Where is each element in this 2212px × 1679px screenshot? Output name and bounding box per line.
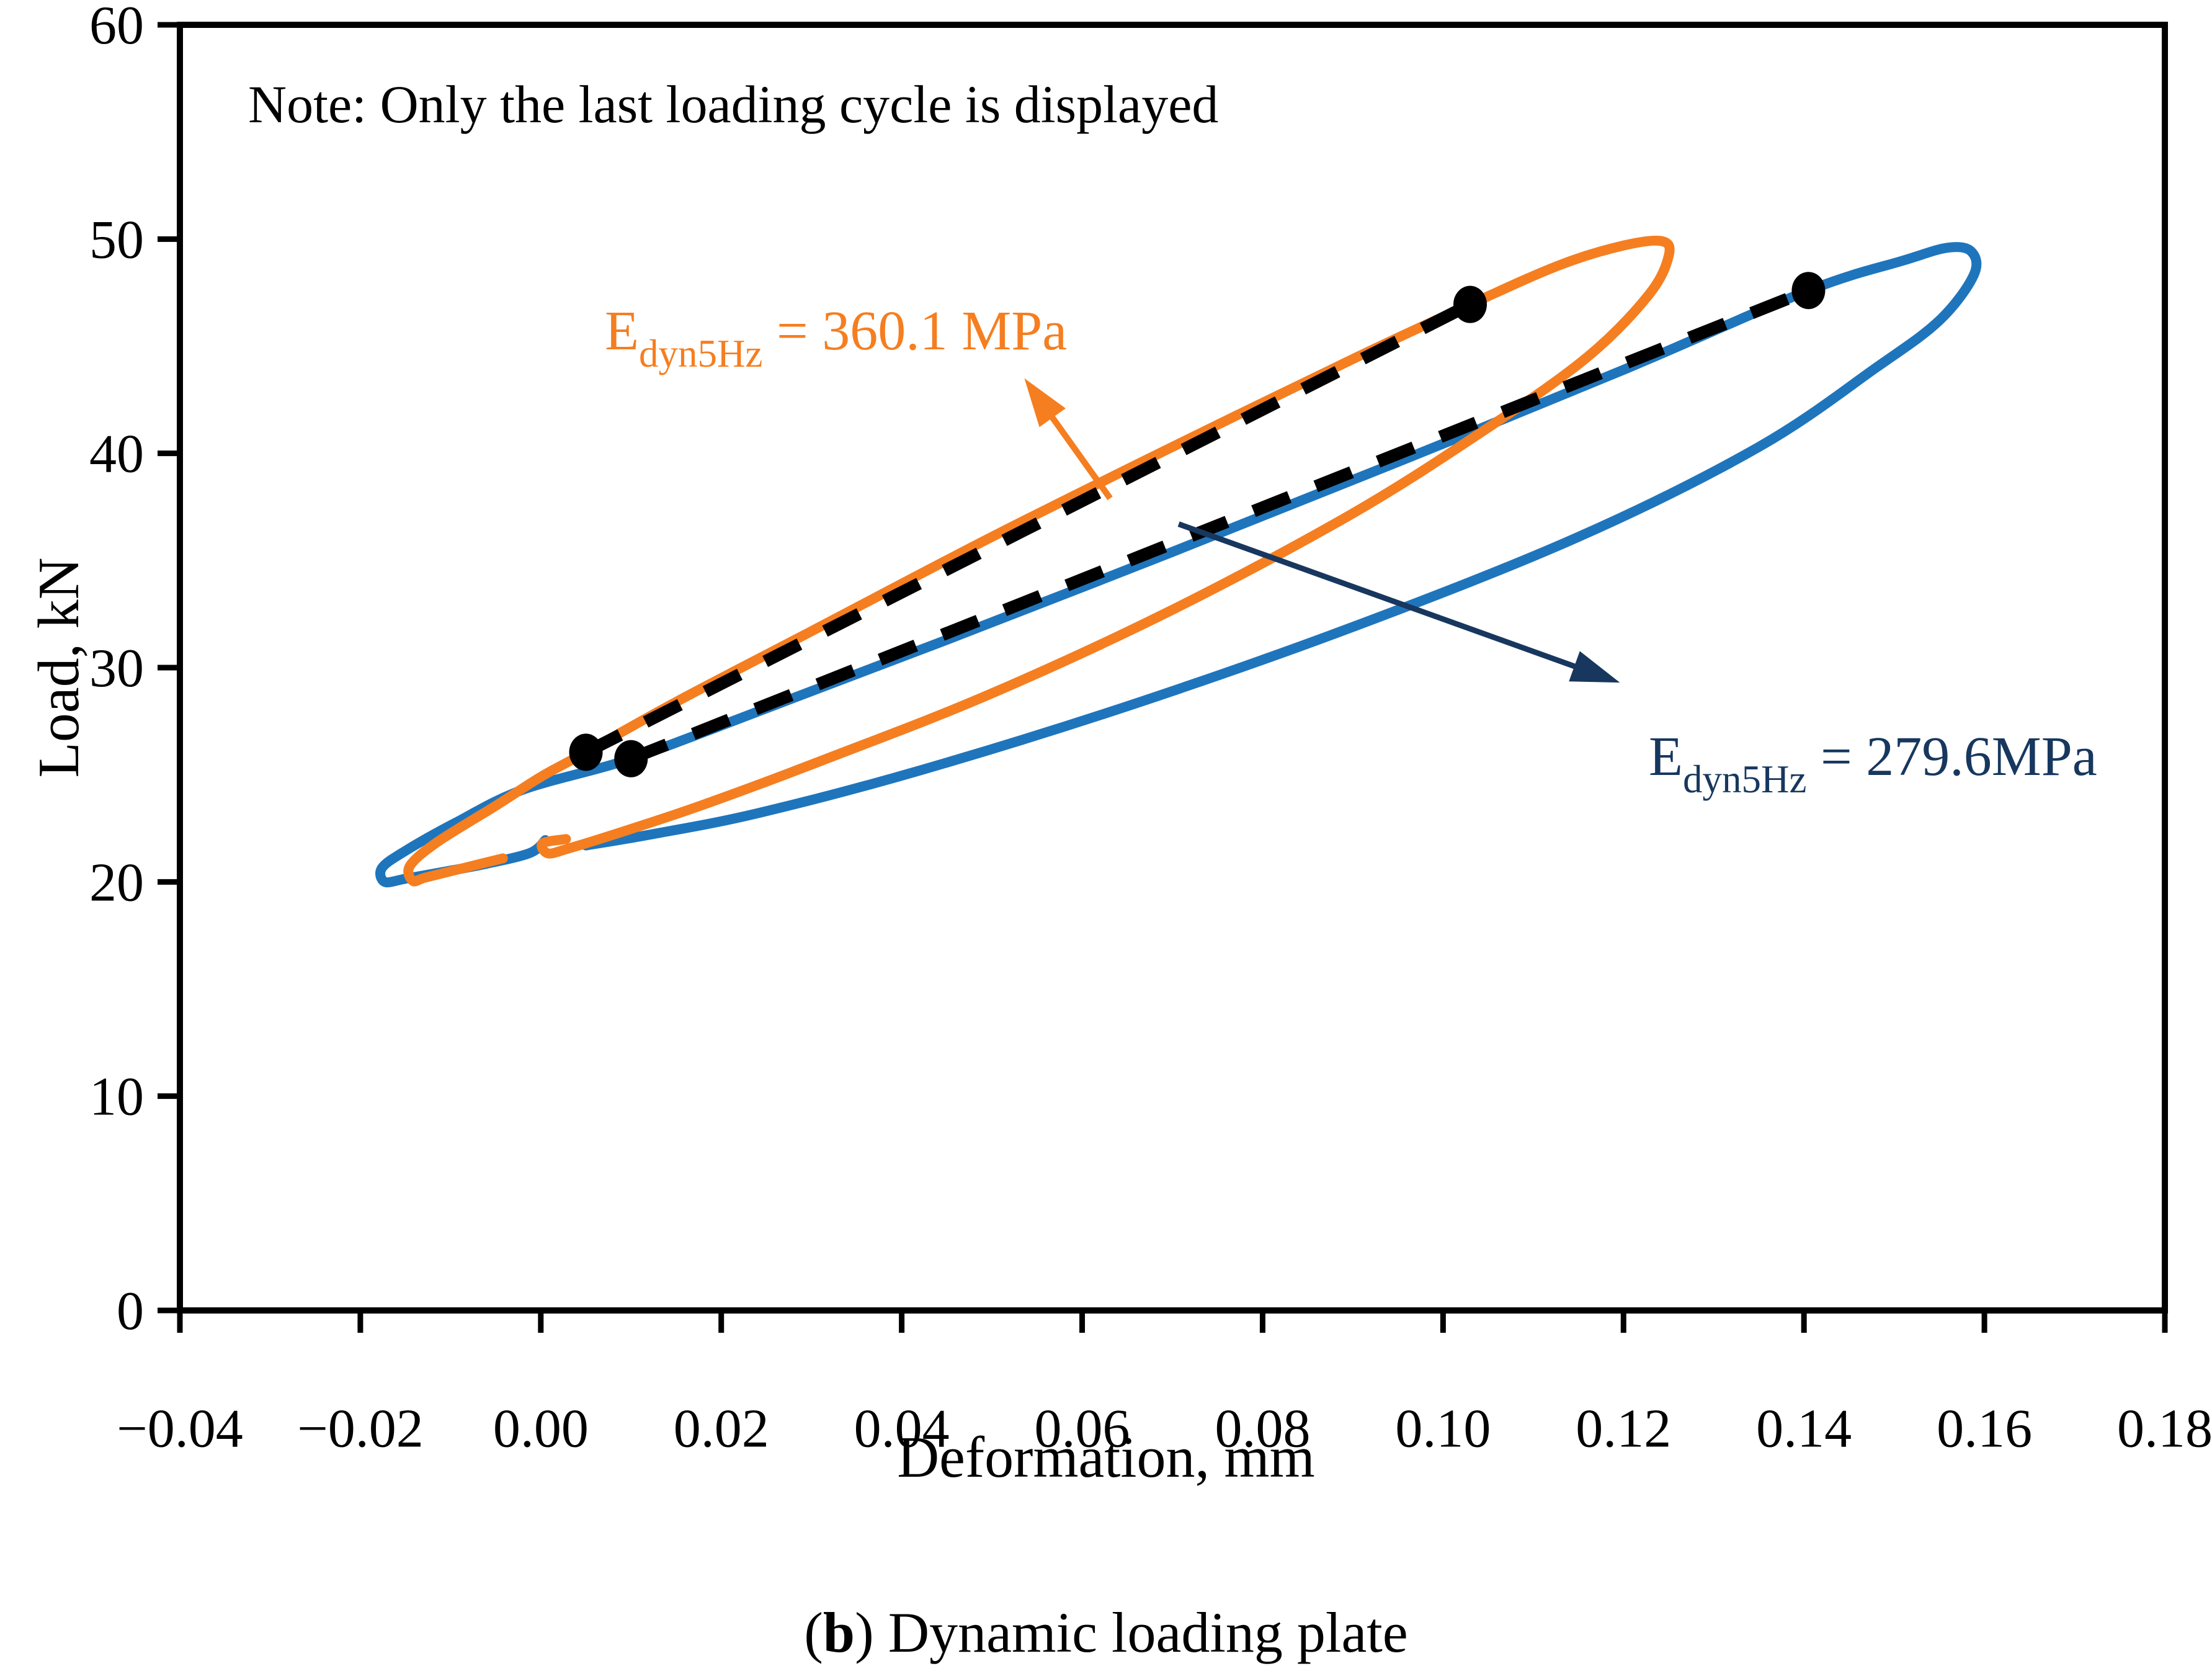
x-tick-label: 0.10 bbox=[1395, 1399, 1491, 1459]
secant-endpoint-marker bbox=[1791, 272, 1826, 310]
secant-endpoint-marker bbox=[614, 740, 648, 777]
secant-endpoint-marker bbox=[1453, 285, 1487, 323]
x-tick-label: −0.02 bbox=[297, 1399, 424, 1459]
x-tick-label: −0.04 bbox=[117, 1399, 243, 1459]
annotation-blue-subscript: dyn5Hz bbox=[1682, 758, 1807, 801]
blue-annotation-arrow-head-icon bbox=[1569, 651, 1620, 683]
plot-frame bbox=[177, 22, 2168, 1314]
annotation-blue-value: = 279.6MPa bbox=[1806, 726, 2097, 787]
orange-annotation-arrow-line bbox=[1046, 411, 1113, 501]
y-tick-label: 20 bbox=[89, 853, 144, 913]
annotation-orange-modulus: Edyn5Hz = 360.1 MPa bbox=[605, 299, 1068, 374]
blue-annotation-arrow-line bbox=[1177, 521, 1581, 671]
x-tick-label: 0.06 bbox=[1035, 1399, 1130, 1459]
x-tick-label: 0.02 bbox=[674, 1399, 769, 1459]
annotation-orange-value: = 360.1 MPa bbox=[762, 300, 1068, 362]
orange-hysteresis-loop-curve bbox=[403, 235, 1675, 887]
annotation-orange-symbol: E bbox=[605, 300, 639, 362]
caption-paren: ( bbox=[804, 1601, 823, 1664]
y-tick-label: 40 bbox=[89, 424, 144, 485]
y-tick-label: 30 bbox=[89, 638, 144, 699]
x-tick-label: 0.18 bbox=[2117, 1399, 2212, 1459]
x-tick-label: 0.04 bbox=[854, 1399, 950, 1459]
x-tick-label: 0.16 bbox=[1937, 1399, 2032, 1459]
annotation-blue-modulus: Edyn5Hz = 279.6MPa bbox=[1649, 725, 2097, 799]
x-axis-title: Deformation, mm bbox=[897, 1425, 1315, 1490]
y-tick-label: 60 bbox=[89, 0, 144, 56]
annotation-orange-subscript: dyn5Hz bbox=[638, 332, 763, 375]
caption-text: ) Dynamic loading plate bbox=[855, 1601, 1408, 1664]
orange-annotation-arrow-head-icon bbox=[1024, 378, 1066, 428]
x-tick-label: 0.14 bbox=[1756, 1399, 1852, 1459]
figure-caption: (b) Dynamic loading plate bbox=[0, 1600, 2212, 1665]
y-tick-label: 10 bbox=[89, 1067, 144, 1127]
note-text: Note: Only the last loading cycle is dis… bbox=[248, 74, 1219, 134]
x-tick-label: 0.12 bbox=[1576, 1399, 1671, 1459]
blue-secant-dashed bbox=[628, 284, 1811, 765]
secant-endpoint-marker bbox=[569, 733, 603, 771]
annotation-blue-symbol: E bbox=[1649, 726, 1683, 787]
y-tick-label: 0 bbox=[117, 1281, 144, 1341]
x-tick-label: 0.00 bbox=[493, 1399, 589, 1459]
orange-secant-dashed bbox=[583, 298, 1473, 758]
caption-panel-letter: b bbox=[823, 1601, 855, 1664]
x-tick-label: 0.08 bbox=[1215, 1399, 1310, 1459]
y-axis-title: Load, kN bbox=[27, 557, 91, 778]
y-tick-label: 50 bbox=[89, 210, 144, 270]
